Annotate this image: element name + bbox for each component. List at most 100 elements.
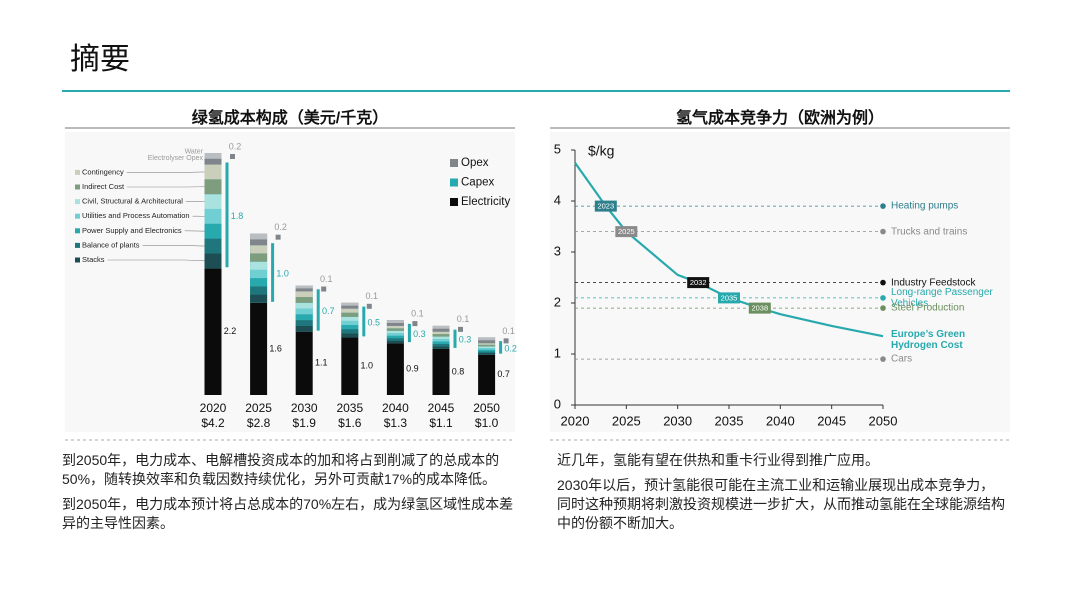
component-band <box>295 314 313 321</box>
component-band <box>432 334 450 337</box>
component-band <box>204 153 222 159</box>
component-band <box>341 320 359 326</box>
caption-block: 到2050年，电力成本、电解槽投资成本的加和将占到削减了的总成本的50%，随转换… <box>62 451 517 539</box>
x-tick-label: 2035 <box>336 401 363 415</box>
data-label: 0.1 <box>457 314 470 324</box>
data-label: 0.7 <box>497 369 510 379</box>
annotation-label: Civil, Structural & Architectural <box>82 197 183 206</box>
caption-block: 近几年，氢能有望在供热和重卡行业得到推广应用。 2030年以后，预计氢能很可能在… <box>557 451 1007 539</box>
annotation-swatch <box>75 184 80 190</box>
annotation-label: Power Supply and Electronics <box>82 226 182 235</box>
x-tick-label: 2045 <box>817 413 846 428</box>
data-label: 0.2 <box>504 343 517 353</box>
bar-segment <box>386 343 404 395</box>
bar-segment <box>204 268 222 395</box>
data-label: 0.8 <box>452 366 465 376</box>
data-label: 1.6 <box>269 343 282 353</box>
component-band <box>386 338 404 341</box>
x-tick-label: 2040 <box>382 401 409 415</box>
y-tick-label: 1 <box>554 345 561 360</box>
opex-marker <box>458 326 463 332</box>
component-band <box>432 336 450 340</box>
crossover-badge <box>615 226 638 238</box>
bar-segment <box>478 354 496 395</box>
data-label: 0.7 <box>322 306 335 316</box>
component-band <box>432 331 450 335</box>
component-band <box>204 238 222 254</box>
component-band <box>432 339 450 342</box>
threshold-dot <box>880 295 886 301</box>
bar-segment <box>432 348 450 395</box>
data-label: 0.3 <box>459 335 472 345</box>
caption: 2030年以后，预计氢能很可能在主流工业和运输业展现出成本竞争力，同时这种预期将… <box>557 477 1005 531</box>
total-label: $1.6 <box>338 416 362 430</box>
component-band <box>478 337 496 341</box>
annotation-swatch <box>75 169 80 175</box>
component-band <box>478 349 496 352</box>
component-band <box>478 346 496 349</box>
component-band <box>295 288 313 292</box>
opex-marker <box>503 338 509 344</box>
data-label: 0.1 <box>320 274 333 284</box>
component-band <box>432 343 450 347</box>
x-tick-label: 2025 <box>612 413 641 428</box>
component-band <box>204 223 222 239</box>
component-band <box>204 208 222 224</box>
opex-marker <box>366 303 372 309</box>
annotation-swatch <box>75 257 80 263</box>
crossover-label: 2025 <box>618 227 635 236</box>
crossover-badge <box>748 302 771 314</box>
data-label: 0.2 <box>274 222 287 232</box>
component-band <box>478 343 496 345</box>
threshold-dot <box>880 305 886 311</box>
component-band <box>478 340 496 344</box>
y-tick-label: 4 <box>554 192 561 207</box>
component-band <box>250 239 268 246</box>
data-label: 0.9 <box>406 363 419 373</box>
annotation-label: Utilities and Process Automation <box>82 211 190 220</box>
component-band <box>250 269 268 279</box>
annotation-label: Contingency <box>82 167 124 176</box>
caption: 到2050年，电力成本预计将占总成本的70%左右，成为绿氢区域性成本差异的主导性… <box>62 496 514 531</box>
component-band <box>386 330 404 334</box>
bar-segment <box>295 331 313 395</box>
component-band <box>386 320 404 323</box>
data-label: 1.0 <box>361 361 374 371</box>
component-band <box>204 194 222 209</box>
threshold-label: Industry Feedstock <box>891 277 976 289</box>
chart-title: 绿氢成本构成（美元/千克） <box>191 110 389 127</box>
component-band <box>386 328 404 331</box>
x-tick-label: 2020 <box>200 401 227 415</box>
component-band <box>341 305 359 309</box>
data-label: 0.1 <box>366 291 379 301</box>
component-band <box>386 333 404 336</box>
leader-line <box>142 245 205 247</box>
component-band <box>204 164 222 180</box>
data-label: 0.2 <box>229 141 242 151</box>
total-label: $1.9 <box>293 416 317 430</box>
data-label: 1.0 <box>276 268 289 278</box>
crossover-badge <box>594 200 617 212</box>
chart-title: 氢气成本竞争力（欧洲为例） <box>675 110 884 127</box>
x-tick-label: 2045 <box>428 401 455 415</box>
component-band <box>432 328 450 332</box>
threshold-label: Cars <box>891 353 913 365</box>
data-label: 0.3 <box>413 329 426 339</box>
x-tick-label: 2050 <box>869 413 898 428</box>
component-band <box>432 325 450 329</box>
threshold-dot <box>880 203 886 209</box>
total-label: $1.0 <box>475 416 499 430</box>
component-band <box>432 346 450 349</box>
component-band <box>341 302 359 306</box>
threshold-dot <box>880 228 886 235</box>
x-tick-label: 2030 <box>663 413 692 428</box>
y-tick-label: 0 <box>554 396 561 411</box>
component-band <box>295 302 313 309</box>
component-band <box>250 286 268 295</box>
component-band <box>250 294 268 303</box>
panel-bg <box>550 132 1010 432</box>
component-band <box>295 297 313 303</box>
threshold-label: Trucks and trains <box>891 226 968 238</box>
component-band <box>250 245 268 254</box>
